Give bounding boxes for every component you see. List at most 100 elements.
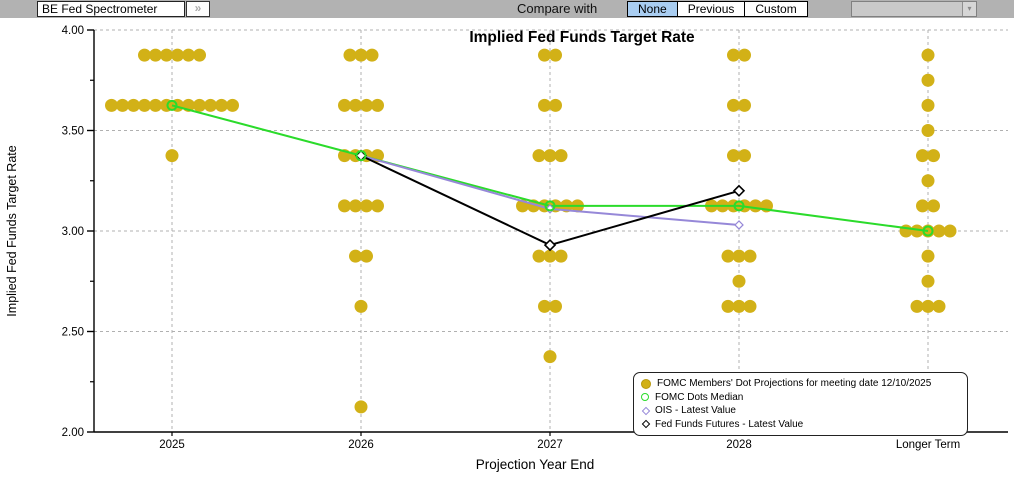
- chart-area: 4.00 3.50 3.00 2.50 2.00 2025 2026 2027 2028 Long…: [0, 18, 1014, 498]
- legend-label-median: FOMC Dots Median: [655, 391, 744, 403]
- fomc-dot: [921, 174, 935, 188]
- fomc-dot: [927, 149, 940, 163]
- compare-none-button[interactable]: None: [628, 2, 678, 16]
- fomc-dot: [532, 149, 546, 163]
- fomc-dot: [543, 149, 557, 163]
- fomc-dot: [343, 48, 357, 62]
- fomc-dot: [354, 299, 368, 313]
- fomc-dot: [921, 48, 935, 62]
- fomc-dot: [160, 48, 173, 62]
- fomc-dot: [721, 299, 735, 313]
- y-tick-label: 2.00: [62, 427, 84, 439]
- expand-button[interactable]: »: [186, 1, 210, 17]
- fomc-dot: [732, 274, 746, 288]
- y-axis-title: Implied Fed Funds Target Rate: [5, 145, 19, 316]
- fomc-dot: [910, 299, 924, 313]
- fomc-dot: [226, 98, 239, 112]
- legend-label-ois: OIS - Latest Value: [655, 405, 736, 417]
- fomc-dot: [349, 199, 362, 213]
- fomc-dot: [171, 48, 184, 62]
- fomc-dot: [116, 98, 129, 112]
- x-tick-label: 2025: [159, 439, 185, 451]
- fomc-dot: [921, 124, 935, 137]
- fomc-dot: [365, 48, 379, 62]
- chevron-down-icon[interactable]: ▾: [962, 2, 976, 16]
- median-marker: [544, 200, 556, 212]
- fomc-dot: [105, 98, 118, 112]
- compare-previous-button[interactable]: Previous: [677, 2, 746, 16]
- fomc-dot: [360, 249, 373, 263]
- legend-row-futures: Fed Funds Futures - Latest Value: [641, 418, 961, 432]
- fomc-dot: [554, 149, 568, 163]
- fomc-dot: [371, 199, 384, 213]
- fomc-dot: [738, 48, 751, 62]
- legend-label-dots: FOMC Members' Dot Projections for meetin…: [657, 378, 932, 390]
- fomc-dot: [916, 199, 929, 213]
- fomc-dot: [943, 224, 957, 238]
- fomc-dot: [215, 98, 228, 112]
- fomc-dot: [165, 149, 179, 163]
- x-axis-title: Projection Year End: [476, 457, 595, 472]
- fomc-dot: [921, 299, 935, 313]
- fomc-dot: [932, 299, 946, 313]
- ois-marker: [734, 220, 744, 230]
- dot-plot-chart: 4.00 3.50 3.00 2.50 2.00 2025 2026 2027 2028 Long…: [5, 25, 1008, 472]
- fomc-dot: [743, 249, 757, 263]
- fomc-dot: [549, 98, 562, 112]
- x-tick-label: 2026: [348, 439, 374, 451]
- fomc-dot: [349, 98, 362, 112]
- median-marker: [922, 225, 934, 237]
- fomc-dot: [149, 98, 162, 112]
- security-name-input[interactable]: BE Fed Spectrometer: [37, 1, 185, 17]
- fomc-dot: [543, 350, 557, 364]
- fomc-dot: [204, 98, 217, 112]
- fomc-dot: [921, 73, 935, 87]
- fomc-dot: [927, 199, 940, 213]
- fomc-dot: [738, 149, 751, 163]
- fomc-dot: [549, 48, 562, 62]
- ois-line: [360, 154, 740, 226]
- fomc-dot: [360, 98, 373, 112]
- fomc-dot: [338, 199, 351, 213]
- fomc-dot: [193, 98, 206, 112]
- fomc-dot: [149, 48, 162, 62]
- fomc-dot: [549, 299, 562, 313]
- fomc-dot: [727, 48, 740, 62]
- fomc-dot: [921, 274, 935, 288]
- median-marker: [355, 150, 367, 162]
- fomc-dot: [727, 149, 740, 163]
- fomc-dot: [193, 48, 206, 62]
- fomc-dot: [538, 299, 551, 313]
- dropdown-value: [852, 2, 962, 16]
- legend-label-futures: Fed Funds Futures - Latest Value: [655, 418, 804, 430]
- fomc-dot: [732, 249, 746, 263]
- y-tick-label: 4.00: [62, 25, 84, 37]
- fomc-dot: [554, 249, 568, 263]
- y-tick-label: 2.50: [62, 327, 84, 339]
- compare-button-group: None Previous Custom: [627, 1, 808, 17]
- fomc-dot: [532, 249, 546, 263]
- fomc-dot: [354, 48, 368, 62]
- fomc-dot: [138, 98, 151, 112]
- open-circle-icon: [641, 393, 649, 402]
- compare-security-dropdown[interactable]: ▾: [851, 1, 977, 17]
- legend-row-dots: FOMC Members' Dot Projections for meetin…: [641, 377, 961, 391]
- open-diamond-black-icon: [641, 420, 651, 429]
- x-tick-label: 2028: [726, 439, 752, 451]
- fomc-dot: [338, 98, 351, 112]
- fomc-dot: [727, 98, 740, 112]
- fomc-dot: [543, 249, 557, 263]
- fomc-dot: [743, 299, 757, 313]
- fomc-dot: [349, 249, 362, 263]
- fomc-dot: [127, 98, 140, 112]
- fomc-dot: [732, 299, 746, 313]
- compare-with-label: Compare with: [517, 1, 598, 16]
- fomc-dot: [360, 199, 373, 213]
- futures-marker: [543, 238, 557, 252]
- legend: FOMC Members' Dot Projections for meetin…: [633, 372, 968, 436]
- y-tick-label: 3.00: [62, 226, 84, 238]
- fomc-dot: [738, 98, 751, 112]
- fomc-dot: [921, 98, 935, 112]
- compare-custom-button[interactable]: Custom: [745, 2, 807, 16]
- fomc-dot: [916, 149, 929, 163]
